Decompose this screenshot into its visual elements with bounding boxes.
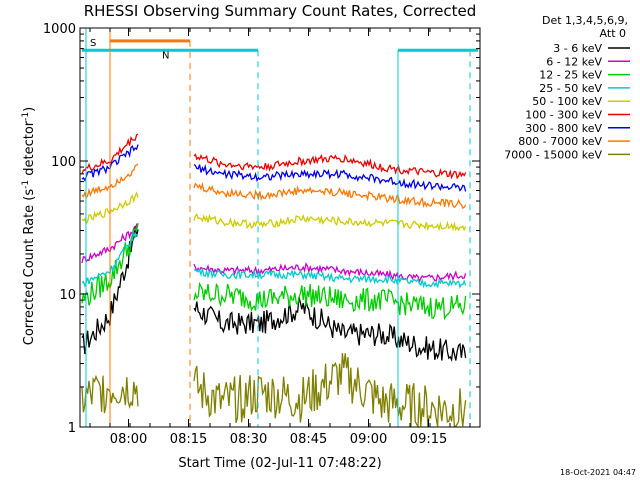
series-7000-15000-kev: [81, 352, 467, 429]
legend-item-label: 6 - 12 keV: [546, 55, 602, 68]
legend-item-label: 800 - 7000 keV: [518, 135, 602, 148]
y-axis-label-main: Corrected Count Rate (s: [22, 189, 37, 346]
x-tick-label: 08:15: [170, 432, 207, 447]
legend-item-label: 50 - 100 keV: [532, 95, 602, 108]
y-axis-label-sup2: -1: [21, 112, 31, 121]
legend-title: Det 1,3,4,5,6,9,: [542, 14, 628, 27]
y-axis-label-end: ): [22, 107, 37, 112]
flag-label-s: S: [90, 38, 96, 49]
legend-item-label: 7000 - 15000 keV: [504, 148, 602, 161]
series-25-50-kev: [81, 230, 467, 289]
legend-item-label: 300 - 800 keV: [525, 122, 602, 135]
legend-subtitle: Att 0: [600, 27, 626, 40]
series-layer: [81, 133, 467, 429]
x-tick-label: 09:15: [410, 432, 447, 447]
series-trace-late: [193, 352, 467, 429]
y-tick-label: 100: [51, 155, 76, 170]
x-tick-label: 09:00: [350, 432, 387, 447]
series-trace-late: [193, 182, 467, 210]
legend-item-label: 25 - 50 keV: [539, 82, 602, 95]
series-trace-late: [193, 153, 467, 180]
legend-item-label: 3 - 6 keV: [553, 42, 602, 55]
plot-frame: [79, 27, 481, 428]
flag-layer: SN: [82, 28, 478, 427]
y-tick-label: 1: [68, 421, 76, 436]
legend-item-label: 12 - 25 keV: [539, 69, 602, 82]
y-axis-label-sup1: -1: [21, 180, 31, 189]
axis-layer: 1 10 100 1000 08:00 08:15 08:30 08:45 09:00 09:15: [43, 22, 481, 447]
footer-date: 18-Oct-2021 04:47: [560, 468, 636, 477]
legend-item-label: 100 - 300 keV: [525, 109, 602, 122]
series-trace-late: [193, 281, 467, 321]
y-axis-label-mid: detector: [22, 120, 37, 180]
y-tick-label: 10: [59, 288, 76, 303]
chart-title: RHESSI Observing Summary Count Rates, Co…: [84, 2, 477, 20]
x-axis-label: Start Time (02-Jul-11 07:48:22): [178, 456, 381, 471]
y-tick-label: 1000: [43, 22, 76, 37]
series-trace-late: [193, 268, 467, 289]
series-trace-late: [193, 163, 467, 192]
series-100-300-kev: [81, 133, 467, 180]
x-tick-label: 08:00: [110, 432, 147, 447]
x-tick-label: 08:30: [230, 432, 267, 447]
series-trace-late: [193, 212, 467, 232]
series-trace-late: [193, 297, 467, 362]
flag-label-n: N: [162, 50, 169, 61]
x-tick-label: 08:45: [290, 432, 327, 447]
y-axis-label: Corrected Count Rate (s-1 detector-1): [21, 107, 37, 345]
